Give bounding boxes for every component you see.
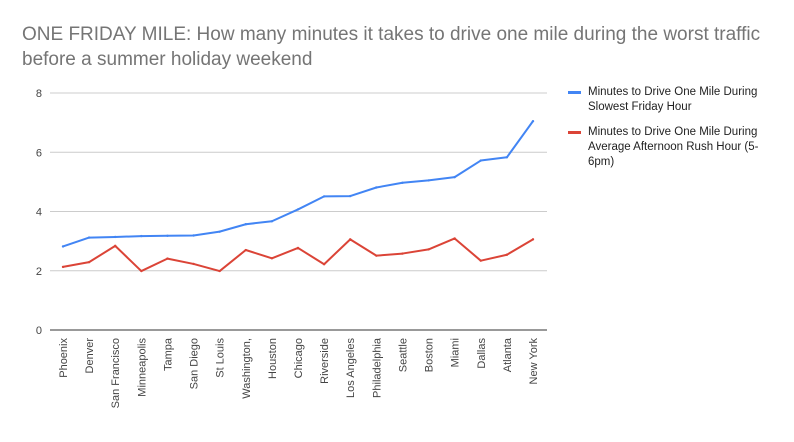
x-tick-label: Seattle — [397, 338, 409, 372]
series-line-2 — [62, 237, 534, 273]
data-point-series-1 — [401, 181, 404, 184]
data-point-series-1 — [270, 220, 274, 223]
y-tick-label: 0 — [36, 325, 42, 337]
data-point-series-2 — [401, 252, 404, 255]
data-point-series-2 — [505, 253, 509, 256]
data-point-series-2 — [375, 254, 378, 257]
x-tick-label: Boston — [424, 338, 436, 372]
data-point-series-2 — [61, 265, 65, 269]
data-point-series-2 — [166, 257, 169, 260]
x-tick-label: Minneapolis — [136, 338, 148, 397]
x-tick-label: Washington, — [241, 338, 253, 399]
data-point-series-2 — [270, 257, 274, 260]
data-point-series-1 — [140, 234, 143, 238]
x-tick-label: New York — [528, 338, 540, 385]
x-tick-label: Dallas — [476, 338, 488, 369]
y-tick-label: 4 — [36, 207, 42, 219]
x-tick-label: St Louis — [215, 338, 227, 378]
chart-title: ONE FRIDAY MILE: How many minutes it tak… — [22, 24, 761, 70]
data-point-series-2 — [114, 244, 117, 248]
data-point-series-1 — [349, 194, 352, 198]
data-point-series-1 — [375, 186, 378, 189]
x-tick-label: Phoenix — [58, 338, 70, 378]
data-point-series-2 — [296, 246, 300, 250]
data-point-series-2 — [87, 260, 91, 264]
data-point-series-1 — [427, 179, 430, 182]
data-point-series-2 — [427, 248, 430, 251]
x-tick-label: Denver — [84, 338, 96, 374]
x-tick-label: Miami — [450, 338, 462, 367]
data-point-series-1 — [192, 234, 195, 237]
x-tick-label: Houston — [267, 338, 279, 379]
x-tick-label: Chicago — [293, 338, 305, 378]
data-point-series-1 — [479, 159, 482, 162]
legend-label: Minutes to Drive One Mile During Slowest… — [588, 86, 758, 113]
data-point-series-2 — [531, 238, 535, 241]
data-point-series-1 — [296, 208, 300, 211]
x-tick-label: Riverside — [319, 338, 331, 384]
data-point-series-1 — [114, 235, 117, 239]
legend-item: Minutes to Drive One Mile During Average… — [568, 125, 783, 170]
x-tick-label: San Diego — [189, 338, 201, 389]
data-point-series-2 — [479, 259, 482, 262]
x-tick-label: Atlanta — [502, 337, 514, 372]
data-point-series-2 — [453, 237, 456, 240]
data-point-series-1 — [322, 195, 326, 198]
legend-label: Minutes to Drive One Mile During Average… — [588, 126, 759, 168]
data-point-series-2 — [244, 248, 247, 252]
y-tick-label: 6 — [36, 147, 42, 159]
data-point-series-2 — [192, 262, 195, 266]
x-tick-label: Los Angeles — [345, 338, 357, 398]
data-point-series-2 — [218, 269, 221, 273]
data-point-series-2 — [349, 238, 352, 241]
data-point-series-2 — [140, 269, 143, 273]
x-tick-label: Philadelphia — [371, 337, 383, 398]
x-tick-label: Tampa — [162, 337, 174, 371]
data-point-series-1 — [87, 236, 91, 239]
chart-legend: Minutes to Drive One Mile During Slowest… — [568, 85, 783, 180]
data-point-series-1 — [218, 230, 221, 233]
data-point-series-1 — [61, 245, 65, 248]
data-point-series-2 — [322, 263, 326, 266]
data-point-series-1 — [531, 119, 535, 123]
series-line-1 — [62, 120, 534, 248]
data-point-series-1 — [166, 234, 169, 237]
data-point-series-1 — [244, 223, 247, 226]
x-tick-label: San Francisco — [110, 338, 122, 408]
data-point-series-1 — [505, 156, 509, 159]
data-point-series-1 — [453, 175, 456, 179]
y-tick-label: 2 — [36, 266, 42, 278]
y-tick-label: 8 — [36, 88, 42, 100]
legend-item: Minutes to Drive One Mile During Slowest… — [568, 85, 783, 115]
legend-swatch — [568, 131, 581, 134]
legend-swatch — [568, 91, 581, 94]
